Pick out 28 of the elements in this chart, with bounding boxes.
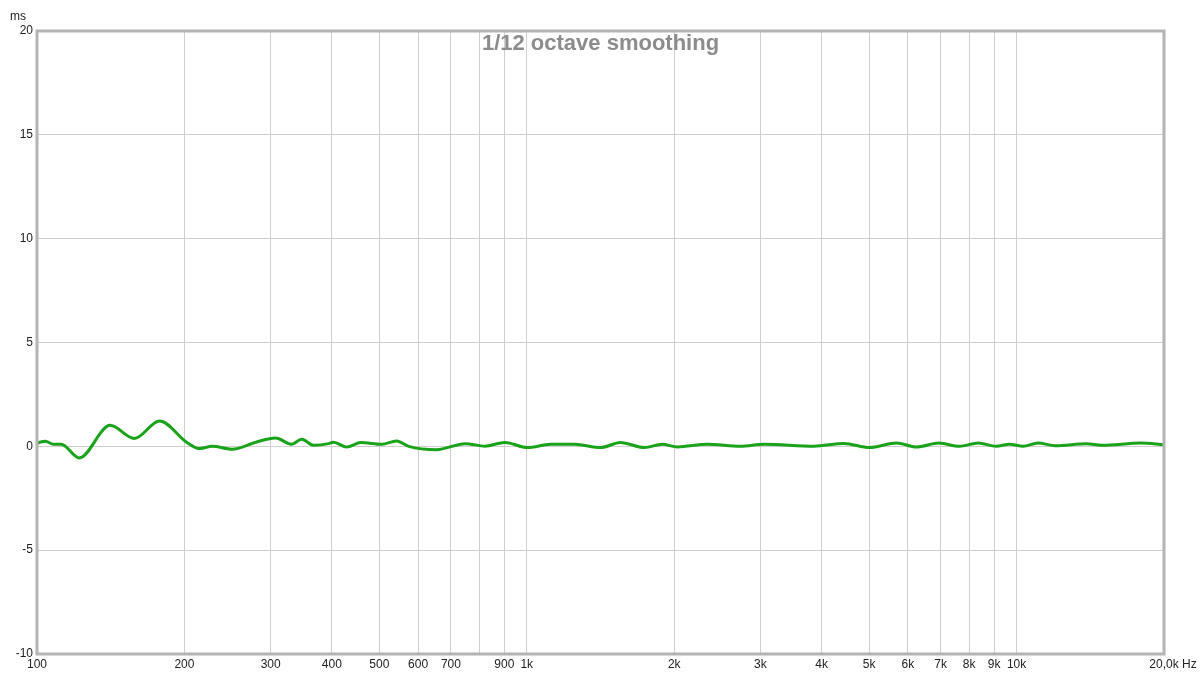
x-tick-label: 3k: [754, 656, 768, 671]
y-tick-label: 10: [19, 230, 34, 245]
x-tick-label: 1k: [520, 656, 535, 671]
x-tick-label: 4k: [815, 656, 829, 671]
chart-title: 1/12 octave smoothing: [481, 30, 720, 56]
x-tick-label: 300: [260, 656, 282, 671]
x-tick-label: 8k: [962, 656, 977, 671]
x-tick-label: 100: [26, 656, 48, 671]
x-tick-label: 900: [494, 656, 515, 671]
y-tick-label: 15: [19, 127, 34, 142]
y-tick-label: 20: [19, 23, 34, 38]
x-tick-label: 2k: [667, 656, 682, 671]
x-tick-label: 20,0k: [1149, 656, 1180, 671]
y-tick-label: -5: [22, 542, 34, 557]
x-tick-label: 400: [321, 656, 343, 671]
x-tick-label: 600: [408, 656, 429, 671]
x-tick-label: 700: [440, 656, 462, 671]
x-tick-label: 500: [369, 656, 390, 671]
y-axis-title: ms: [10, 9, 26, 24]
x-tick-label: 7k: [934, 656, 949, 671]
x-tick-label: 200: [174, 656, 195, 671]
y-tick-label: 5: [26, 334, 34, 349]
x-axis-title: Hz: [1182, 657, 1197, 672]
x-tick-label: 6k: [901, 656, 916, 671]
x-tick-label: 9k: [987, 656, 1002, 671]
x-tick-label: 10k: [1006, 656, 1028, 671]
y-tick-label: 0: [26, 438, 34, 453]
x-tick-label: 5k: [862, 656, 877, 671]
